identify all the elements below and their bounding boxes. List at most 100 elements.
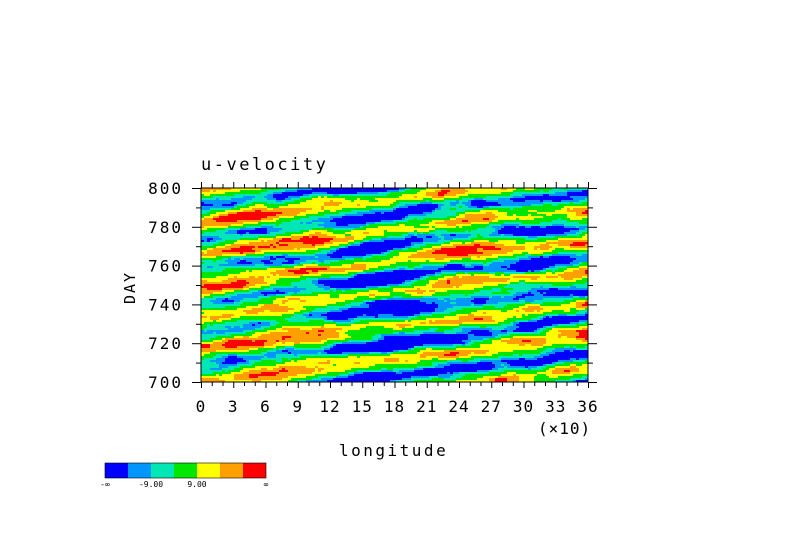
field-cell bbox=[456, 208, 459, 210]
field-cell bbox=[552, 194, 555, 196]
field-cell bbox=[549, 234, 552, 236]
field-cell bbox=[411, 238, 414, 240]
field-cell bbox=[282, 212, 285, 214]
field-cell bbox=[459, 208, 462, 210]
field-cell bbox=[219, 258, 222, 260]
field-cell bbox=[348, 226, 351, 228]
field-cell bbox=[510, 208, 513, 210]
field-cell bbox=[528, 190, 531, 192]
field-cell bbox=[579, 236, 582, 238]
field-cell bbox=[369, 208, 372, 210]
field-cell bbox=[477, 248, 480, 250]
field-cell bbox=[519, 236, 522, 238]
field-cell bbox=[426, 254, 429, 256]
field-cell bbox=[384, 218, 387, 220]
field-cell bbox=[513, 262, 516, 264]
field-cell bbox=[399, 228, 402, 230]
field-cell bbox=[531, 262, 534, 264]
field-cell bbox=[339, 236, 342, 238]
field-cell bbox=[330, 190, 333, 192]
field-cell bbox=[243, 240, 246, 242]
field-cell bbox=[489, 234, 492, 236]
field-cell bbox=[216, 232, 219, 234]
field-cell bbox=[426, 242, 429, 244]
field-cell bbox=[294, 230, 297, 232]
field-cell bbox=[234, 222, 237, 224]
field-cell bbox=[357, 200, 360, 202]
field-cell bbox=[339, 208, 342, 210]
field-cell bbox=[522, 222, 525, 224]
field-cell bbox=[585, 212, 588, 214]
field-cell bbox=[438, 222, 441, 224]
field-cell bbox=[360, 260, 363, 262]
field-cell bbox=[408, 246, 411, 248]
field-cell bbox=[546, 196, 549, 198]
field-cell bbox=[303, 244, 306, 246]
field-cell bbox=[504, 216, 507, 218]
field-cell bbox=[213, 196, 216, 198]
field-cell bbox=[330, 218, 333, 220]
field-cell bbox=[255, 196, 258, 198]
field-cell bbox=[258, 242, 261, 244]
field-cell bbox=[348, 244, 351, 246]
field-cell bbox=[261, 264, 264, 266]
field-cell bbox=[408, 232, 411, 234]
field-cell bbox=[324, 254, 327, 256]
field-cell bbox=[384, 198, 387, 200]
field-cell bbox=[246, 208, 249, 210]
field-cell bbox=[495, 244, 498, 246]
field-cell bbox=[216, 200, 219, 202]
field-cell bbox=[402, 192, 405, 194]
field-cell bbox=[525, 220, 528, 222]
field-cell bbox=[345, 248, 348, 250]
field-cell bbox=[249, 212, 252, 214]
field-cell bbox=[201, 220, 204, 222]
field-cell bbox=[321, 208, 324, 210]
field-cell bbox=[264, 196, 267, 198]
field-cell bbox=[495, 202, 498, 204]
field-cell bbox=[531, 224, 534, 226]
field-cell bbox=[381, 234, 384, 236]
field-cell bbox=[564, 234, 567, 236]
field-cell bbox=[423, 214, 426, 216]
field-cell bbox=[510, 226, 513, 228]
field-cell bbox=[249, 218, 252, 220]
field-cell bbox=[570, 260, 573, 262]
field-cell bbox=[219, 230, 222, 232]
field-cell bbox=[546, 222, 549, 224]
field-cell bbox=[261, 246, 264, 248]
field-cell bbox=[216, 264, 219, 266]
field-cell bbox=[252, 204, 255, 206]
field-cell bbox=[294, 258, 297, 260]
field-cell bbox=[318, 224, 321, 226]
field-cell bbox=[219, 254, 222, 256]
field-cell bbox=[495, 250, 498, 252]
field-cell bbox=[483, 232, 486, 234]
field-cell bbox=[270, 258, 273, 260]
field-cell bbox=[414, 236, 417, 238]
field-cell bbox=[222, 238, 225, 240]
field-cell bbox=[435, 212, 438, 214]
field-cell bbox=[300, 236, 303, 238]
field-cell bbox=[369, 258, 372, 260]
field-cell bbox=[291, 240, 294, 242]
field-cell bbox=[372, 260, 375, 262]
field-cell bbox=[522, 238, 525, 240]
field-cell bbox=[234, 208, 237, 210]
field-cell bbox=[525, 256, 528, 258]
field-cell bbox=[279, 240, 282, 242]
field-cell bbox=[525, 230, 528, 232]
field-cell bbox=[540, 210, 543, 212]
field-cell bbox=[255, 264, 258, 266]
field-cell bbox=[351, 192, 354, 194]
field-cell bbox=[351, 220, 354, 222]
field-cell bbox=[345, 200, 348, 202]
field-cell bbox=[456, 258, 459, 260]
field-cell bbox=[573, 218, 576, 220]
field-cell bbox=[231, 216, 234, 218]
field-cell bbox=[258, 210, 261, 212]
field-cell bbox=[246, 252, 249, 254]
field-cell bbox=[525, 260, 528, 262]
field-cell bbox=[465, 202, 468, 204]
field-cell bbox=[333, 264, 336, 266]
